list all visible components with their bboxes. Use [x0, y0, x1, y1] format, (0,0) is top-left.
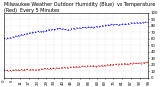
Text: Milwaukee Weather Outdoor Humidity (Blue)  vs Temperature (Red)  Every 5 Minutes: Milwaukee Weather Outdoor Humidity (Blue… [4, 2, 155, 13]
